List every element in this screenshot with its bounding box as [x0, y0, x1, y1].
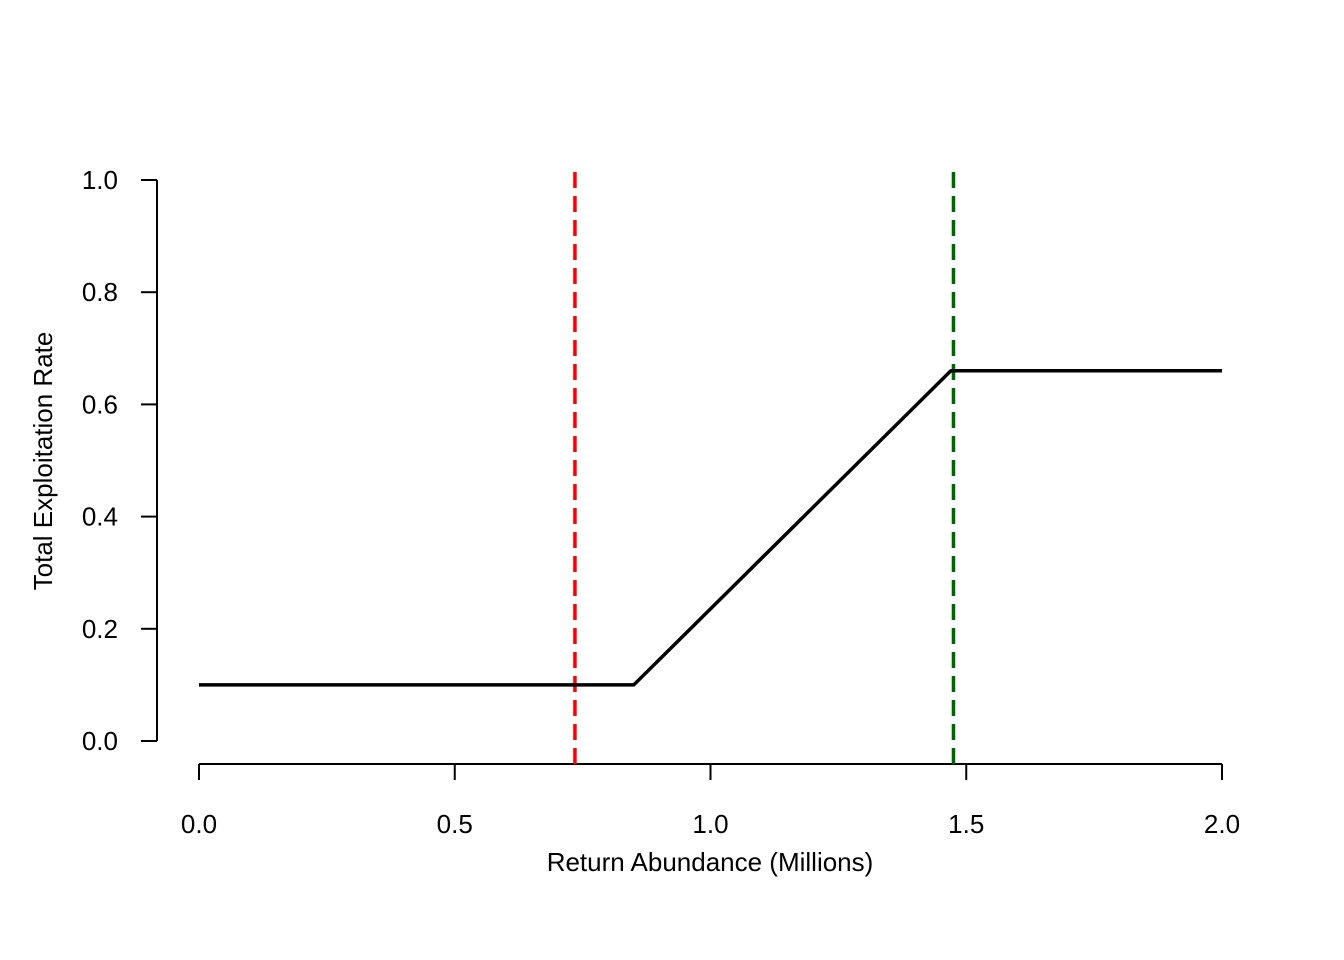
y-tick-label: 1.0 — [82, 165, 118, 195]
x-tick-label: 0.0 — [181, 809, 217, 839]
y-tick-label: 0.4 — [82, 502, 118, 532]
series-group — [199, 368, 1222, 687]
y-tick-label: 0.2 — [82, 614, 118, 644]
y-tick-label: 0.6 — [82, 389, 118, 419]
reference-lines — [573, 172, 956, 764]
x-tick-label: 1.0 — [692, 809, 728, 839]
x-axis-title: Return Abundance (Millions) — [547, 847, 874, 877]
series-line-0 — [199, 368, 1222, 687]
x-axis: 0.0 0.5 1.0 1.5 2.0 — [181, 763, 1240, 839]
y-axis: 0.0 0.2 0.4 0.6 0.8 1.0 — [82, 165, 158, 756]
x-tick-label: 0.5 — [437, 809, 473, 839]
x-tick-label: 1.5 — [948, 809, 984, 839]
y-axis-title: Total Exploitation Rate — [28, 332, 58, 591]
y-tick-label: 0.0 — [82, 726, 118, 756]
y-tick-label: 0.8 — [82, 277, 118, 307]
x-tick-label: 2.0 — [1204, 809, 1240, 839]
